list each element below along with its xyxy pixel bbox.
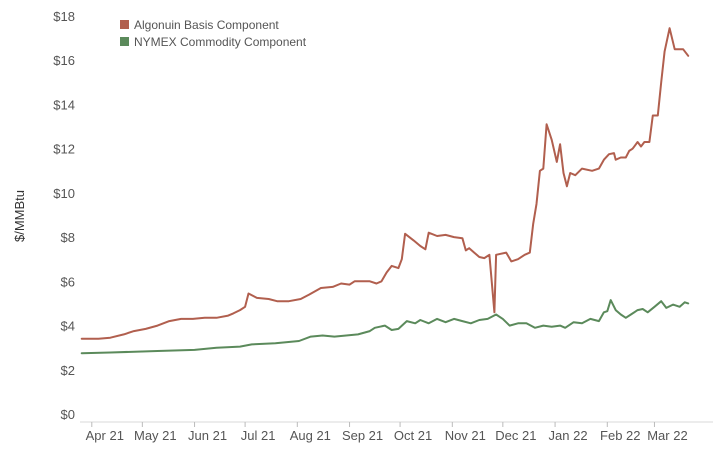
x-tick-label: Mar 22 xyxy=(647,428,687,443)
y-tick-label: $10 xyxy=(53,186,75,201)
x-tick-label: Jan 22 xyxy=(549,428,588,443)
y-axis-title: $/MMBtu xyxy=(12,190,27,242)
x-axis-tick-labels: Apr 21 May 21 Jun 21 Jul 21 Aug 21 Sep 21 Oct … xyxy=(86,428,688,443)
y-tick-label: $4 xyxy=(61,319,75,334)
x-tick-label: May 21 xyxy=(134,428,177,443)
legend-label: NYMEX Commodity Component xyxy=(134,35,307,49)
y-axis-tick-labels: $0 $2 $4 $6 $8 $10 $12 $14 $16 $18 xyxy=(53,9,75,422)
y-tick-label: $0 xyxy=(61,407,75,422)
y-tick-label: $8 xyxy=(61,230,75,245)
x-tick-label: Feb 22 xyxy=(600,428,640,443)
legend-swatch xyxy=(120,37,129,46)
y-tick-label: $6 xyxy=(61,274,75,289)
x-tick-label: Oct 21 xyxy=(394,428,432,443)
y-tick-label: $16 xyxy=(53,53,75,68)
y-tick-label: $18 xyxy=(53,9,75,24)
x-tick-label: Aug 21 xyxy=(290,428,331,443)
x-tick-label: Dec 21 xyxy=(495,428,536,443)
y-tick-label: $12 xyxy=(53,142,75,157)
x-tick-label: Nov 21 xyxy=(445,428,486,443)
series-line-algonquin-basis xyxy=(80,27,690,340)
x-tick-label: Jun 21 xyxy=(188,428,227,443)
legend-swatch xyxy=(120,20,129,29)
series-lines xyxy=(80,27,690,355)
legend-label: Algonuin Basis Component xyxy=(134,18,279,32)
x-tick-label: Sep 21 xyxy=(342,428,383,443)
x-tick-label: Jul 21 xyxy=(241,428,276,443)
y-tick-label: $2 xyxy=(61,363,75,378)
y-tick-label: $14 xyxy=(53,97,75,112)
legend: Algonuin Basis Component NYMEX Commodity … xyxy=(120,18,307,49)
series-line-nymex-commodity xyxy=(80,299,690,355)
x-axis-ticks xyxy=(91,422,655,427)
x-tick-label: Apr 21 xyxy=(86,428,124,443)
